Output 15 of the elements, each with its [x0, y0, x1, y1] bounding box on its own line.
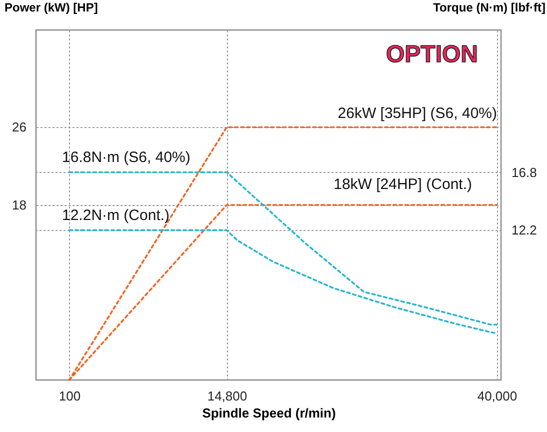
y2-axis-title: Torque (N·m) [lbf·ft]	[433, 0, 546, 14]
y2-tick-label: 16.8	[512, 164, 537, 180]
x-tick-label: 40,000	[477, 388, 518, 404]
x-tick-label: 14,800	[207, 388, 248, 404]
y-tick-label: 18	[12, 198, 26, 212]
annotation: OPTION	[386, 41, 478, 68]
annotation: 16.8N·m (S6, 40%)	[62, 149, 190, 166]
annotation: 26kW [35HP] (S6, 40%)	[338, 105, 497, 122]
y-axis-title: Power (kW) [HP]	[4, 0, 98, 14]
annotation: 12.2N·m (Cont.)	[62, 207, 170, 224]
y2-tick-label: 12.2	[512, 222, 537, 238]
x-tick-label: 100	[58, 388, 81, 404]
x-axis-title: Spindle Speed (r/min)	[202, 406, 336, 420]
annotation: 18kW [24HP] (Cont.)	[334, 176, 472, 193]
y-tick-label: 26	[12, 120, 26, 135]
